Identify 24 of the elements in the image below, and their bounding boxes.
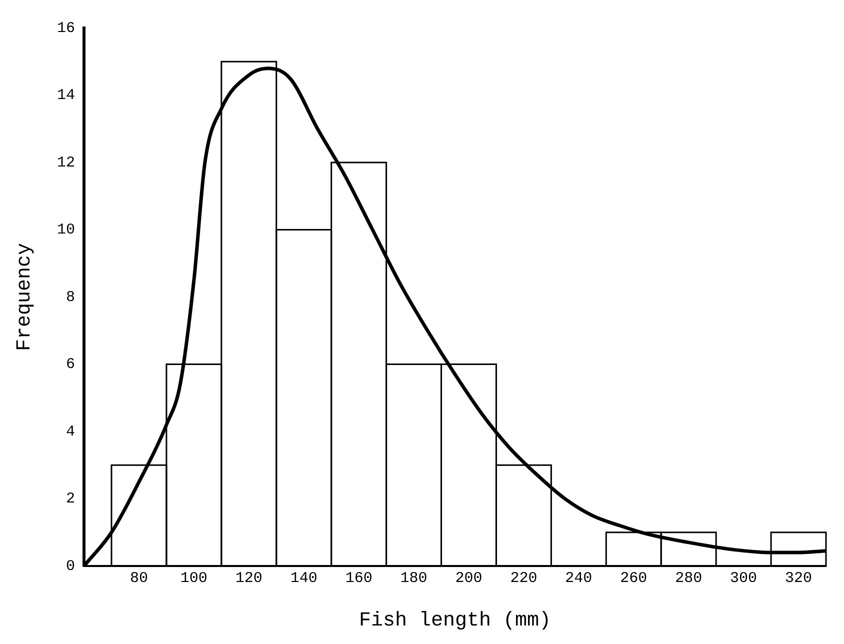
y-tick-label: 6: [66, 356, 76, 374]
x-tick-label: 160: [345, 570, 372, 587]
x-tick-label: 80: [130, 570, 148, 587]
y-tick-label: 12: [56, 154, 76, 172]
x-tick-label: 280: [675, 570, 702, 587]
y-tick-label: 8: [66, 288, 76, 306]
x-tick-label: 300: [730, 570, 758, 587]
x-axis-title: Fish length (mm): [358, 609, 552, 632]
y-tick-label: 16: [56, 20, 76, 37]
y-tick-label: 2: [66, 490, 76, 508]
x-tick-label: 260: [620, 570, 648, 587]
y-tick-label: 0: [66, 558, 76, 575]
y-tick-label: 4: [66, 423, 76, 440]
x-tick-label: 120: [235, 570, 262, 587]
x-tick-label: 220: [510, 570, 538, 587]
y-axis-title: Frequency: [13, 242, 36, 352]
x-tick-label: 100: [180, 570, 208, 587]
x-tick-label: 240: [565, 570, 592, 587]
y-tick-label: 14: [56, 87, 76, 104]
y-tick-label: 10: [56, 222, 76, 239]
x-tick-label: 320: [785, 570, 812, 587]
x-tick-label: 140: [290, 570, 318, 587]
x-tick-label: 200: [455, 570, 482, 587]
x-tick-label: 180: [400, 570, 428, 587]
